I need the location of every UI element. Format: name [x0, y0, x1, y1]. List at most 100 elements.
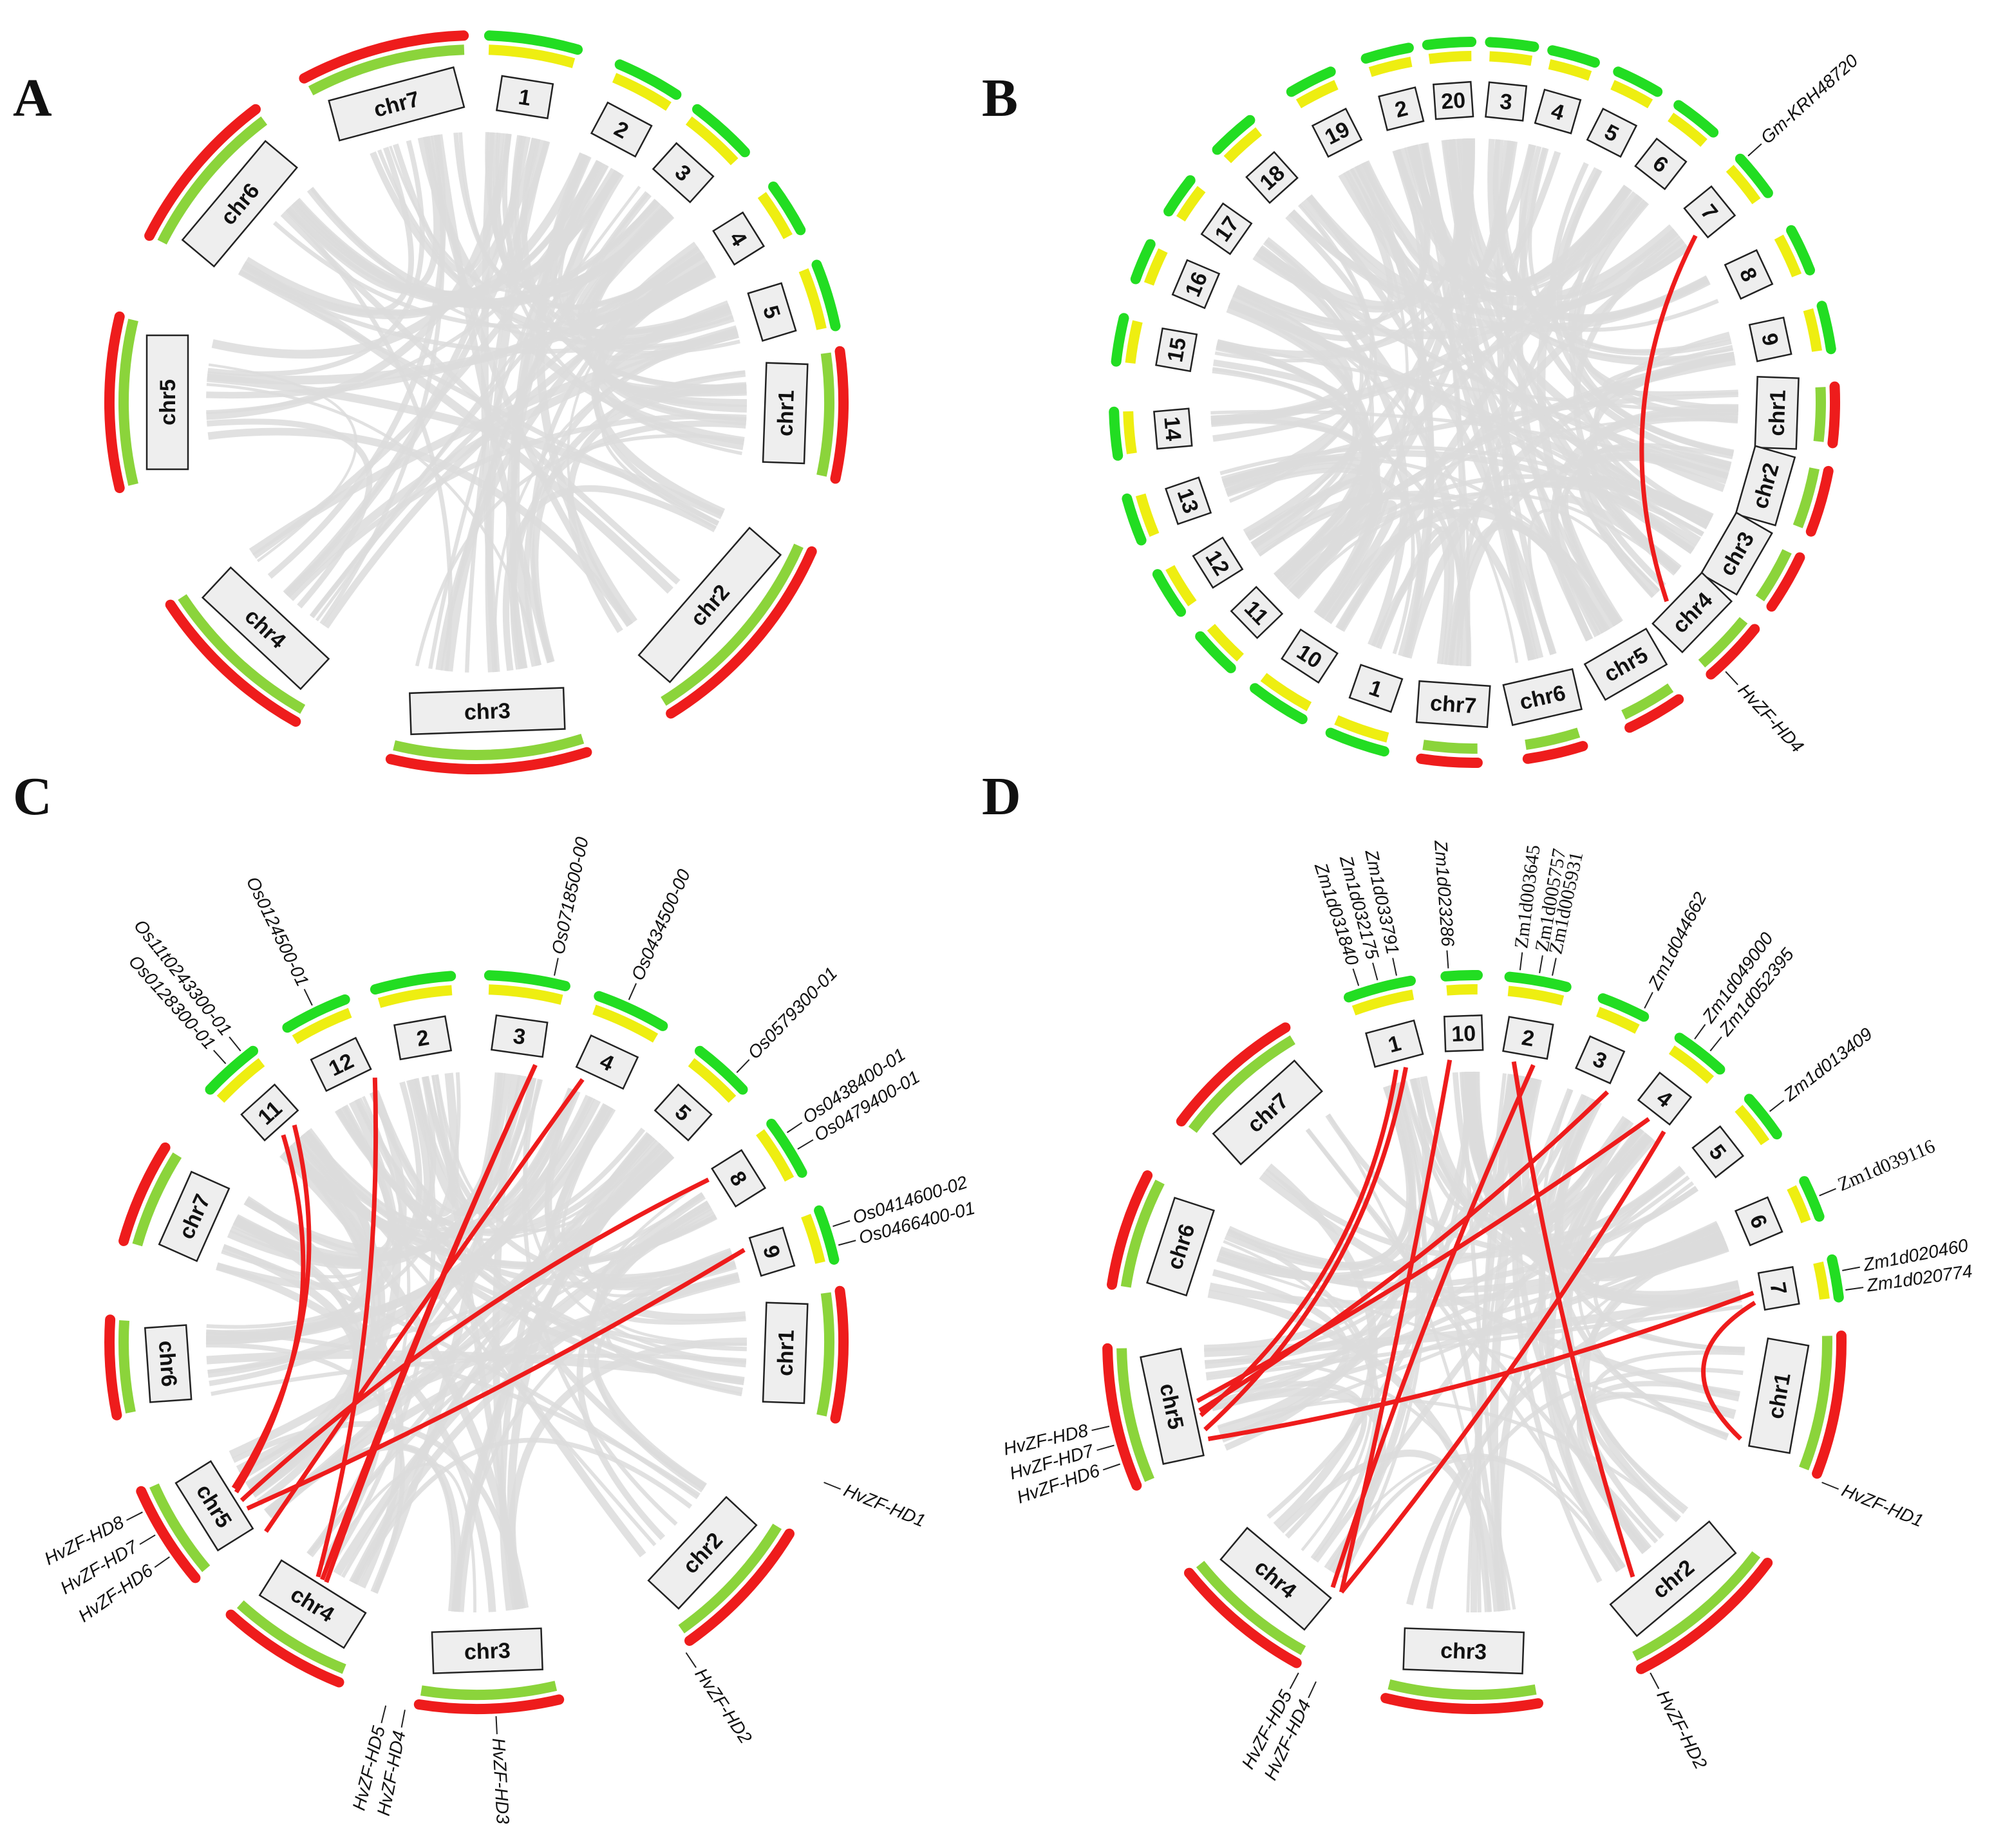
gene-label-tick	[1091, 1425, 1110, 1432]
background-link	[1208, 1170, 1686, 1395]
chromosome-outer-ring	[1816, 301, 1836, 355]
chromosome-label-box: chr1	[762, 1302, 809, 1405]
gene-label-tick	[1352, 968, 1360, 986]
chromosome-label-box: chr3	[1402, 1627, 1525, 1675]
gene-label: HvZF-HD2	[1653, 1687, 1711, 1773]
chromosome-inner-ring	[1813, 1261, 1830, 1300]
collinear-link	[1339, 1130, 1666, 1594]
chromosome-inner-ring	[1207, 624, 1244, 662]
background-link	[1219, 445, 1709, 528]
chromosome-chr6: chr6	[1502, 667, 1588, 764]
gene-label-tick	[495, 1716, 498, 1735]
chromosome-inner-ring	[801, 1213, 825, 1264]
chromosome-outer-ring	[136, 1486, 201, 1583]
gene-label-tick	[1519, 952, 1523, 971]
background-link	[1487, 138, 1680, 573]
chromosome-label-box: 2	[1378, 86, 1425, 131]
chromosome-chr5: chr5	[1102, 1343, 1205, 1491]
chromosome-label-box: chr6	[144, 1324, 193, 1403]
chromosome-inner-ring	[420, 1681, 558, 1700]
chromosome-outer-ring	[684, 1528, 795, 1646]
collinear-link	[315, 1078, 379, 1578]
gene-label: Zm1d023286	[1431, 839, 1458, 947]
chromosome-3: 3	[1485, 37, 1539, 122]
background-link	[444, 191, 652, 672]
gene-label-tick	[1289, 1672, 1299, 1690]
chromosome-20: 20	[1422, 37, 1477, 120]
background-link	[211, 137, 541, 359]
chromosome-chr7: chr7	[118, 1142, 230, 1262]
chromosome-inner-ring	[1507, 985, 1565, 1006]
background-links	[1210, 138, 1739, 666]
background-link	[310, 198, 658, 618]
background-link	[1263, 1166, 1684, 1259]
collinear-link	[1701, 1300, 1756, 1441]
chromosome-chr4: chr4	[1651, 571, 1760, 680]
chromosome-4: 4	[1534, 45, 1600, 135]
chromosome-inner-ring	[1196, 1560, 1306, 1656]
chromosome-outer-ring	[1827, 1254, 1844, 1303]
background-link	[1234, 236, 1685, 339]
chromosome-inner-ring	[1446, 984, 1478, 996]
gene-label-tick	[1552, 958, 1557, 976]
chromosome-inner-ring	[1668, 113, 1707, 147]
chromosome-label: chr1	[773, 1329, 798, 1376]
chromosome-label-box: 6	[1634, 137, 1688, 191]
gene-label-tick	[126, 1511, 143, 1521]
background-link	[208, 363, 357, 563]
chromosome-label-box: 5	[654, 1083, 713, 1142]
chromosome-10: 10	[1440, 969, 1484, 1052]
chromosome-inner-ring	[1610, 80, 1653, 109]
chromosome-label-box: chr7	[158, 1170, 230, 1262]
chromosome-15: 15	[1111, 313, 1198, 373]
background-link	[1217, 1397, 1680, 1521]
chromosome-8: 8	[711, 1119, 807, 1208]
chromosome-inner-ring	[688, 1058, 737, 1103]
chromosome-label-box: 1	[1348, 664, 1404, 713]
chromosome-inner-ring	[1125, 320, 1143, 364]
chromosome-inner-ring	[1368, 57, 1413, 77]
chromosome-inner-ring	[1260, 673, 1312, 711]
background-link	[1538, 1094, 1648, 1554]
chromosome-label-box: 6	[1734, 1196, 1783, 1247]
chromosome-label-box: 4	[1637, 1071, 1693, 1126]
chromosome-3: 3	[652, 104, 750, 203]
chromosome-label-box: 3	[652, 142, 715, 203]
collinear-link	[1196, 1117, 1650, 1403]
background-link	[231, 1076, 437, 1264]
chromosome-19: 19	[1286, 66, 1363, 158]
chromosome-inner-ring	[488, 984, 563, 1005]
chromosome-5: 5	[1691, 1094, 1782, 1179]
chromosome-label-box: 17	[1200, 202, 1253, 256]
chromosome-label: 20	[1440, 88, 1466, 115]
chromosome-2: 2	[370, 971, 456, 1061]
chromosome-2: 2	[590, 59, 682, 158]
collinear-link	[1203, 1067, 1409, 1432]
chromosome-inner-ring	[1548, 59, 1592, 81]
chromosome-inner-ring	[1735, 1105, 1770, 1146]
background-link	[283, 136, 531, 596]
gene-label-tick	[1096, 1444, 1115, 1451]
chromosome-chr1: chr1	[1754, 376, 1840, 450]
background-link	[207, 373, 724, 519]
gene-label-tick	[1102, 1463, 1121, 1471]
chromosome-inner-ring	[1489, 51, 1533, 66]
chromosome-inner-ring	[612, 73, 672, 111]
chromosome-outer-ring	[1673, 100, 1719, 138]
chromosome-outer-ring	[1827, 381, 1840, 449]
gene-label-tick	[381, 1705, 387, 1724]
gene-label-tick	[1821, 1482, 1839, 1490]
panel-letter-B: B	[982, 68, 1018, 128]
chromosome-outer-ring	[1522, 741, 1588, 764]
background-link	[1255, 248, 1409, 647]
chromosome-outer-ring	[413, 1694, 565, 1715]
collinear-link	[1511, 1061, 1635, 1578]
chromosome-chr1: chr1	[762, 346, 849, 484]
chromosome-label-box: 4	[712, 211, 766, 266]
gene-label-tick	[154, 1556, 170, 1568]
chromosome-label-box: 5	[747, 282, 797, 342]
chromosome-2: 2	[1360, 42, 1425, 131]
gene-label-tick	[229, 1036, 241, 1052]
chromosome-label-box: 11	[240, 1083, 299, 1142]
